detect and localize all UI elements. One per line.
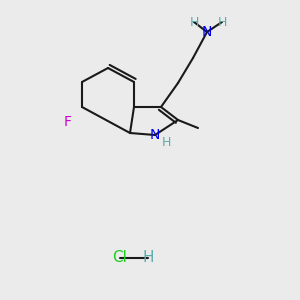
Text: H: H (217, 16, 227, 28)
Text: N: N (202, 25, 212, 39)
Text: H: H (142, 250, 154, 266)
Text: F: F (64, 115, 72, 129)
Text: H: H (189, 16, 199, 28)
Text: H: H (161, 136, 171, 148)
Text: N: N (150, 128, 160, 142)
Text: Cl: Cl (112, 250, 128, 266)
